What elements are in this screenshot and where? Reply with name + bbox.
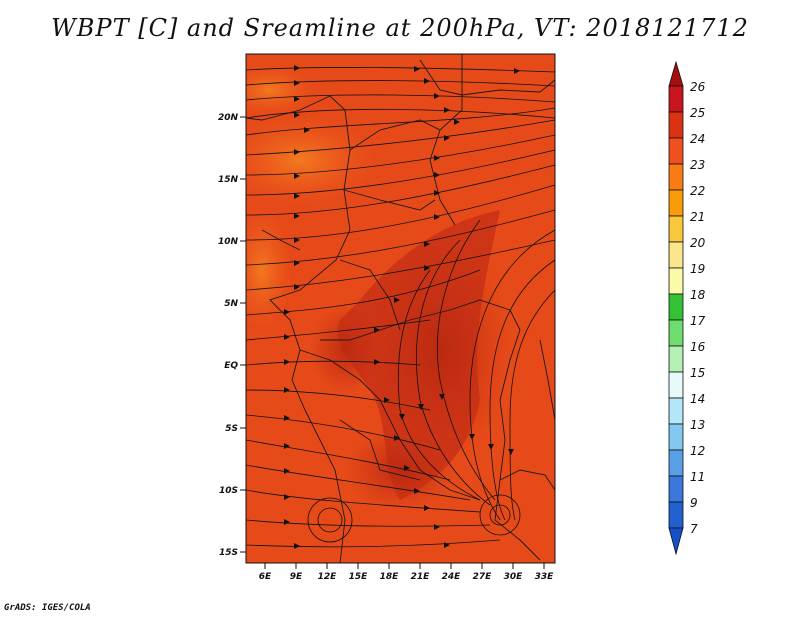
lon-tick-label: 27E bbox=[473, 572, 493, 582]
colorbar-label: 7 bbox=[690, 522, 698, 536]
lat-tick-label: 15S bbox=[219, 548, 238, 558]
lon-tick-label: 12E bbox=[318, 572, 338, 582]
lat-tick-label: 10N bbox=[218, 237, 239, 247]
lon-tick-label: 18E bbox=[380, 572, 400, 582]
colorbar-segment bbox=[668, 423, 684, 451]
lat-tick-label: 5S bbox=[225, 424, 238, 434]
colorbar-segment bbox=[668, 267, 684, 295]
colorbar-bottom-arrow bbox=[668, 527, 684, 556]
map-title: WBPT [C] and Sreamline at 200hPa, VT: 20… bbox=[51, 14, 749, 42]
colorbar-segment bbox=[668, 449, 684, 477]
coastlines bbox=[246, 54, 555, 563]
colorbar-segment bbox=[668, 371, 684, 399]
colorbar-segment bbox=[668, 241, 684, 269]
lon-tick-label: 21E bbox=[411, 572, 431, 582]
colorbar-label: 14 bbox=[690, 392, 705, 406]
colorbar-label: 18 bbox=[690, 288, 706, 302]
lat-tick-label: 15N bbox=[218, 175, 239, 185]
colorbar-label: 22 bbox=[690, 184, 705, 198]
colorbar-label: 11 bbox=[690, 470, 705, 484]
colorbar-segment bbox=[668, 345, 684, 373]
colorbar-segment bbox=[668, 85, 684, 113]
colorbar-top-arrow bbox=[668, 60, 684, 87]
lon-tick-label: 24E bbox=[442, 572, 462, 582]
colorbar-segment bbox=[668, 215, 684, 243]
colorbar-segment bbox=[668, 137, 684, 165]
colorbar-label: 26 bbox=[690, 80, 706, 94]
colorbar-label: 17 bbox=[690, 314, 706, 328]
lat-tick-label: 10S bbox=[219, 486, 238, 496]
streamline-arrows bbox=[284, 65, 520, 549]
colorbar: 26 25 24 23 22 21 20 19 18 17 16 15 14 1… bbox=[668, 60, 706, 556]
colorbar-segment bbox=[668, 163, 684, 191]
colorbar-segment bbox=[668, 319, 684, 347]
colorbar-segment bbox=[668, 501, 684, 529]
colorbar-label: 24 bbox=[690, 132, 705, 146]
colorbar-label: 21 bbox=[690, 210, 705, 224]
grads-credit: GrADS: IGES/COLA bbox=[4, 603, 91, 613]
lat-tick-label: EQ bbox=[224, 361, 238, 371]
colorbar-label: 12 bbox=[690, 444, 705, 458]
colorbar-segment bbox=[668, 189, 684, 217]
plot-frame bbox=[245, 53, 556, 564]
colorbar-label: 25 bbox=[690, 106, 705, 120]
longitude-axis: 6E 9E 12E 15E 18E 21E 24E 27E 30E 33E bbox=[259, 563, 554, 582]
latitude-axis: 20N 15N 10N 5N EQ 5S 10S 15S bbox=[218, 113, 246, 558]
colorbar-segment bbox=[668, 397, 684, 425]
colorbar-segment bbox=[668, 111, 684, 139]
colorbar-label: 15 bbox=[690, 366, 705, 380]
colorbar-label: 13 bbox=[690, 418, 705, 432]
colorbar-label: 9 bbox=[690, 496, 698, 510]
lat-tick-label: 5N bbox=[224, 299, 238, 309]
colorbar-label: 23 bbox=[690, 158, 705, 172]
lon-tick-label: 30E bbox=[504, 572, 524, 582]
lon-tick-label: 15E bbox=[349, 572, 369, 582]
colorbar-label: 19 bbox=[690, 262, 705, 276]
colorbar-label: 16 bbox=[690, 340, 706, 354]
lon-tick-label: 6E bbox=[259, 572, 272, 582]
colorbar-label: 20 bbox=[690, 236, 706, 250]
colorbar-segment bbox=[668, 293, 684, 321]
lat-tick-label: 20N bbox=[218, 113, 239, 123]
lon-tick-label: 9E bbox=[290, 572, 303, 582]
colorbar-segment bbox=[668, 475, 684, 503]
streamlines bbox=[246, 66, 555, 548]
lon-tick-label: 33E bbox=[535, 572, 555, 582]
